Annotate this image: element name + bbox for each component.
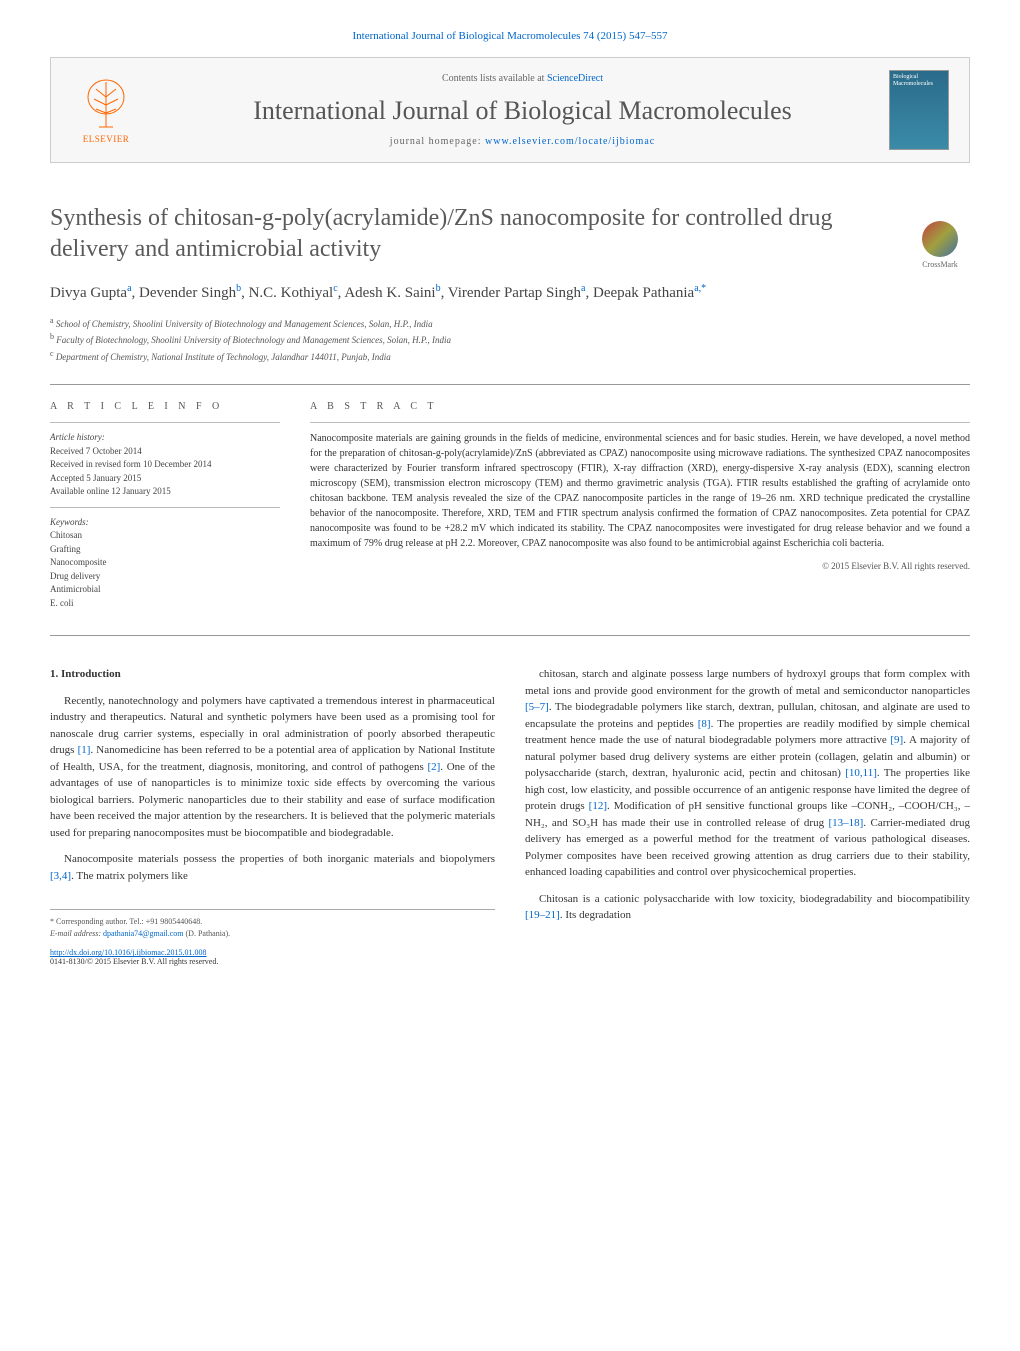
crossmark-icon — [922, 221, 958, 257]
homepage-label: journal homepage: — [390, 136, 485, 147]
affiliations-list: a School of Chemistry, Shoolini Universi… — [50, 315, 970, 365]
history-label: Article history: — [50, 431, 280, 445]
ref-link[interactable]: [2] — [427, 761, 440, 773]
authors-list: Divya Guptaa, Devender Singhb, N.C. Koth… — [50, 281, 970, 305]
top-citation: International Journal of Biological Macr… — [50, 30, 970, 42]
body-paragraph: Chitosan is a cationic polysaccharide wi… — [525, 891, 970, 924]
elsevier-tree-icon — [81, 77, 131, 132]
corresponding-author-footer: * Corresponding author. Tel.: +91 980544… — [50, 909, 495, 940]
body-column-right: chitosan, starch and alginate possess la… — [525, 666, 970, 940]
body-paragraph: chitosan, starch and alginate possess la… — [525, 666, 970, 881]
corresponding-email-line: E-mail address: dpathania74@gmail.com (D… — [50, 928, 495, 940]
body-column-left: 1. Introduction Recently, nanotechnology… — [50, 666, 495, 940]
ref-link[interactable]: [3,4] — [50, 870, 71, 882]
body-paragraph: Nanocomposite materials possess the prop… — [50, 851, 495, 884]
keyword-line: Nanocomposite — [50, 556, 280, 570]
keyword-line: Drug delivery — [50, 570, 280, 584]
article-title: Synthesis of chitosan-g-poly(acrylamide)… — [50, 203, 850, 265]
history-line: Received 7 October 2014 — [50, 445, 280, 459]
email-label: E-mail address: — [50, 929, 103, 938]
article-info-column: a r t i c l e i n f o Article history: R… — [50, 401, 280, 610]
journal-title: International Journal of Biological Macr… — [156, 96, 889, 126]
crossmark-label: CrossMark — [910, 260, 970, 269]
keyword-line: Chitosan — [50, 529, 280, 543]
section-number: 1. — [50, 668, 58, 680]
article-history-block: Article history: Received 7 October 2014… — [50, 431, 280, 499]
history-line: Accepted 5 January 2015 — [50, 472, 280, 486]
body-columns: 1. Introduction Recently, nanotechnology… — [50, 666, 970, 940]
history-line: Available online 12 January 2015 — [50, 485, 280, 499]
ref-link[interactable]: [9] — [890, 734, 903, 746]
ref-link[interactable]: [10,11] — [845, 767, 877, 779]
contents-text: Contents lists available at — [442, 73, 547, 84]
contents-available-line: Contents lists available at ScienceDirec… — [156, 73, 889, 84]
section-title: Introduction — [61, 668, 121, 680]
section-heading: 1. Introduction — [50, 666, 495, 683]
journal-header: ELSEVIER Contents lists available at Sci… — [50, 57, 970, 163]
sciencedirect-link[interactable]: ScienceDirect — [547, 73, 603, 84]
info-abstract-row: a r t i c l e i n f o Article history: R… — [50, 401, 970, 610]
keyword-line: Grafting — [50, 543, 280, 557]
cover-title-text: Biological Macromolecules — [893, 74, 945, 87]
affiliation-line: b Faculty of Biotechnology, Shoolini Uni… — [50, 331, 970, 348]
affiliation-line: a School of Chemistry, Shoolini Universi… — [50, 315, 970, 332]
body-paragraph: Recently, nanotechnology and polymers ha… — [50, 693, 495, 842]
corresponding-tel: * Corresponding author. Tel.: +91 980544… — [50, 916, 495, 928]
email-author-name: (D. Pathania). — [184, 929, 231, 938]
ref-link[interactable]: [19–21] — [525, 909, 560, 921]
divider-line — [50, 384, 970, 385]
divider-line — [50, 635, 970, 636]
article-info-heading: a r t i c l e i n f o — [50, 401, 280, 412]
keywords-label: Keywords: — [50, 516, 280, 530]
history-line: Received in revised form 10 December 201… — [50, 458, 280, 472]
info-separator — [310, 422, 970, 423]
issn-copyright: 0141-8130/© 2015 Elsevier B.V. All right… — [50, 957, 218, 966]
homepage-link[interactable]: www.elsevier.com/locate/ijbiomac — [485, 136, 655, 147]
abstract-copyright: © 2015 Elsevier B.V. All rights reserved… — [310, 561, 970, 571]
header-center: Contents lists available at ScienceDirec… — [156, 73, 889, 147]
ref-link[interactable]: [5–7] — [525, 701, 549, 713]
crossmark-badge[interactable]: CrossMark — [910, 221, 970, 269]
abstract-text: Nanocomposite materials are gaining grou… — [310, 431, 970, 551]
elsevier-label: ELSEVIER — [83, 134, 130, 144]
ref-link[interactable]: [8] — [698, 718, 711, 730]
abstract-heading: a b s t r a c t — [310, 401, 970, 412]
ref-link[interactable]: [13–18] — [829, 817, 864, 829]
keyword-line: Antimicrobial — [50, 583, 280, 597]
elsevier-logo: ELSEVIER — [71, 70, 141, 150]
doi-footer: http://dx.doi.org/10.1016/j.ijbiomac.201… — [50, 948, 970, 966]
info-separator — [50, 422, 280, 423]
doi-link[interactable]: http://dx.doi.org/10.1016/j.ijbiomac.201… — [50, 948, 207, 957]
keyword-line: E. coli — [50, 597, 280, 611]
email-link[interactable]: dpathania74@gmail.com — [103, 929, 183, 938]
keywords-block: Keywords: ChitosanGraftingNanocompositeD… — [50, 516, 280, 611]
info-separator — [50, 507, 280, 508]
journal-cover-thumbnail: Biological Macromolecules — [889, 70, 949, 150]
ref-link[interactable]: [1] — [78, 744, 91, 756]
homepage-line: journal homepage: www.elsevier.com/locat… — [156, 136, 889, 147]
ref-link[interactable]: [12] — [589, 800, 607, 812]
affiliation-line: c Department of Chemistry, National Inst… — [50, 348, 970, 365]
abstract-column: a b s t r a c t Nanocomposite materials … — [310, 401, 970, 610]
